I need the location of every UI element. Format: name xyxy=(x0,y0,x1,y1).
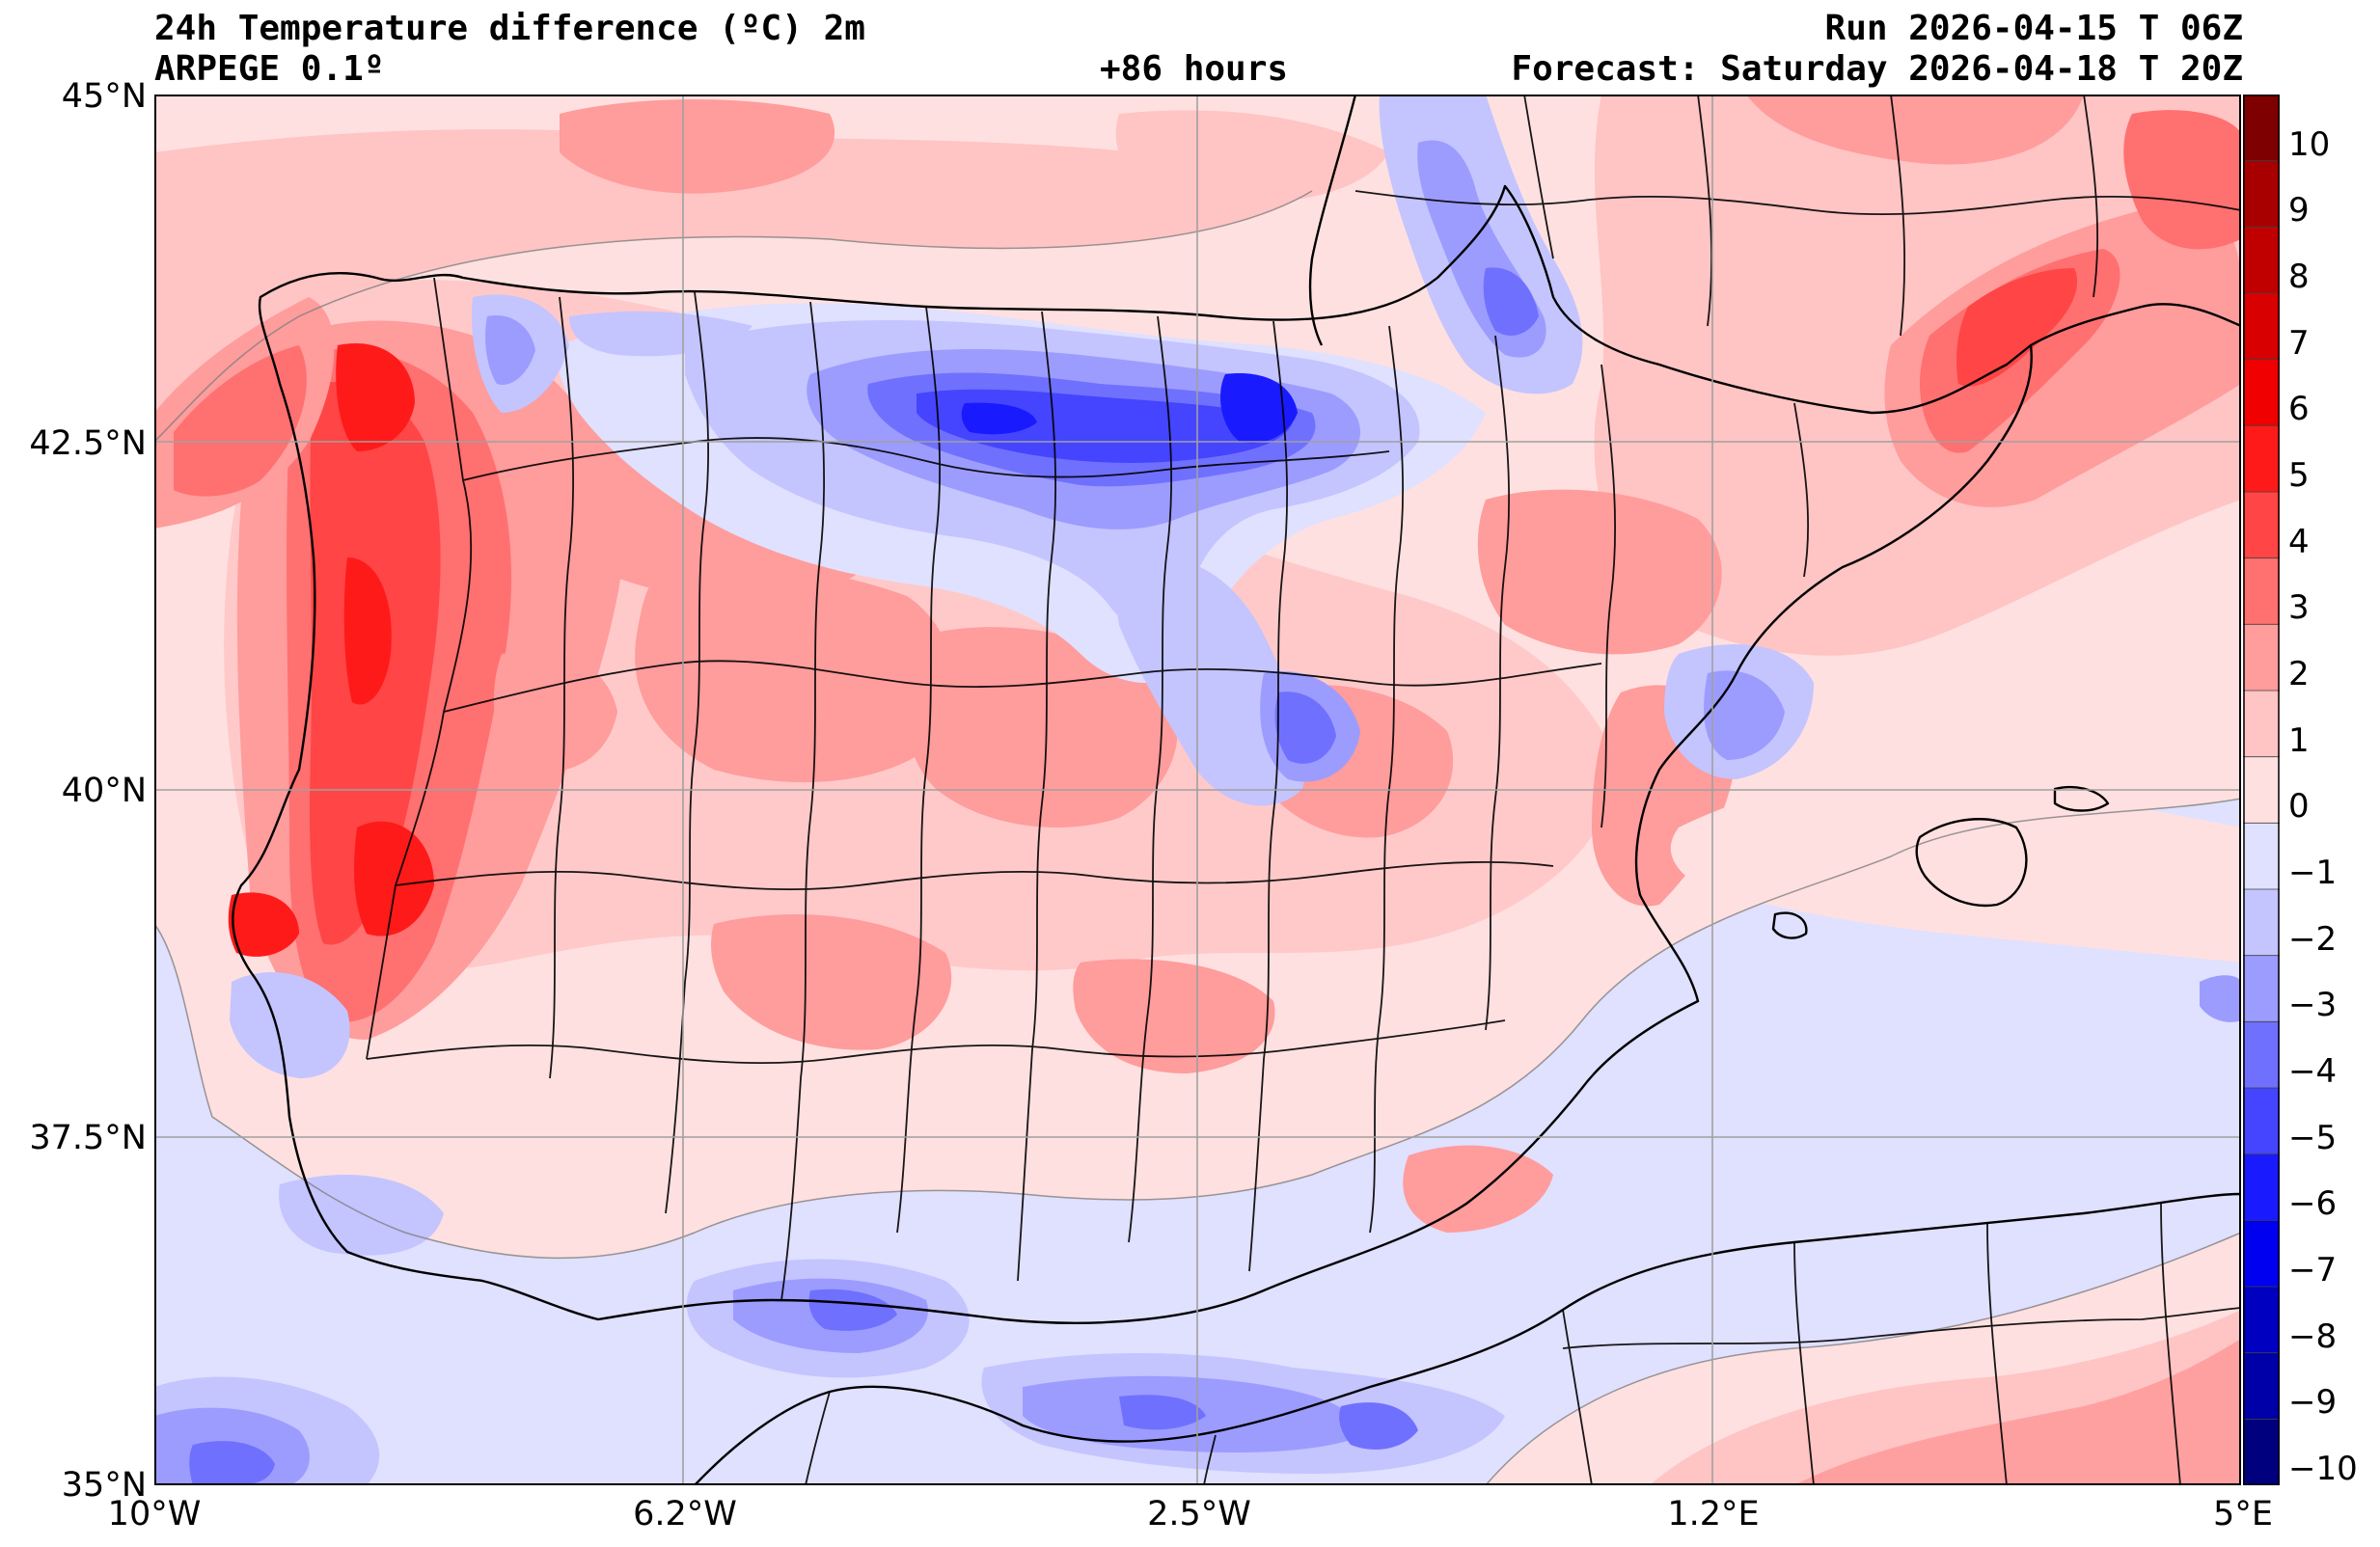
lon-label-5e: 5°E xyxy=(2213,1495,2273,1533)
lat-label-37-5n: 37.5°N xyxy=(29,1119,147,1157)
colorbar-cell xyxy=(2243,1088,2280,1155)
lead-time: +86 hours xyxy=(1100,49,1289,89)
lon-label-2-5w: 2.5°W xyxy=(1147,1495,1251,1533)
graticule xyxy=(154,95,2241,1485)
colorbar-cell xyxy=(2243,1352,2280,1420)
run-time: Run 2026-04-15 T 06Z xyxy=(1824,9,2243,48)
colorbar-tick-label: 10 xyxy=(2288,124,2331,164)
lon-label-1-2e: 1.2°E xyxy=(1667,1495,1760,1533)
colorbar-cell xyxy=(2243,95,2280,162)
mallorca xyxy=(1915,818,2028,908)
colorbar-tick-label: −3 xyxy=(2288,986,2338,1025)
colorbar-tick-label: 8 xyxy=(2288,257,2310,296)
colorbar-cell xyxy=(2243,425,2280,493)
north-africa-coastline xyxy=(694,1192,2241,1485)
colorbar-cell xyxy=(2243,624,2280,692)
lat-label-35n: 35°N xyxy=(61,1466,147,1505)
colorbar-cell xyxy=(2243,1419,2280,1485)
colorbar-cell xyxy=(2243,823,2280,890)
colorbar-cell xyxy=(2243,293,2280,361)
colorbar-tick-label: −9 xyxy=(2288,1383,2338,1423)
temperature-anomaly-map xyxy=(154,95,2241,1485)
lat-label-42-5n: 42.5°N xyxy=(29,424,147,463)
colorbar-cell xyxy=(2243,160,2280,228)
colorbar-cell xyxy=(2243,227,2280,294)
colorbar-cell xyxy=(2243,955,2280,1022)
colorbar-tick-label: 1 xyxy=(2288,720,2310,760)
colorbar-cell xyxy=(2243,1220,2280,1288)
colorbar-cell xyxy=(2243,1287,2280,1354)
model-name: ARPEGE 0.1º xyxy=(154,49,385,89)
colorbar-cell xyxy=(2243,889,2280,957)
lon-label-6-2w: 6.2°W xyxy=(633,1495,737,1533)
colorbar-tick-label: −6 xyxy=(2288,1184,2338,1224)
colorbar-cell xyxy=(2243,492,2280,559)
colorbar-cell xyxy=(2243,1153,2280,1221)
iberia-coastline xyxy=(232,184,2033,1324)
colorbar-cell xyxy=(2243,756,2280,824)
colorbar-cell xyxy=(2243,691,2280,758)
colorbar-tick-label: 2 xyxy=(2288,654,2310,693)
colorbar-cell xyxy=(2243,359,2280,426)
colorbar-tick-label: −2 xyxy=(2288,919,2338,959)
colorbar-tick-label: −1 xyxy=(2288,853,2338,892)
colorbar-tick-label: −8 xyxy=(2288,1316,2338,1356)
colorbar-tick-label: 0 xyxy=(2288,787,2310,827)
colorbar-tick-label: −5 xyxy=(2288,1118,2338,1157)
map-frame xyxy=(154,95,2241,1485)
map-title: 24h Temperature difference (ºC) 2m xyxy=(154,9,865,48)
colorbar-cell xyxy=(2243,1021,2280,1089)
forecast-time: Forecast: Saturday 2026-04-18 T 20Z xyxy=(1511,49,2243,89)
colorbar-tick-label: 6 xyxy=(2288,390,2310,429)
ibiza xyxy=(1771,911,1808,939)
colorbar-tick-label: −7 xyxy=(2288,1250,2338,1289)
colorbar-tick-label: 7 xyxy=(2288,323,2310,363)
menorca xyxy=(2053,785,2110,812)
colorbar-tick-label: −10 xyxy=(2288,1449,2358,1488)
lon-label-10w: 10°W xyxy=(107,1495,202,1533)
colorbar-tick-label: 3 xyxy=(2288,588,2310,628)
colorbar-tick-label: 4 xyxy=(2288,522,2310,561)
lat-label-40n: 40°N xyxy=(61,772,147,810)
colorbar-tick-label: 9 xyxy=(2288,191,2310,231)
colorbar-tick-label: 5 xyxy=(2288,455,2310,495)
colorbar xyxy=(2243,95,2280,1485)
lat-label-45n: 45°N xyxy=(61,77,147,116)
colorbar-cell xyxy=(2243,557,2280,625)
colorbar-tick-label: −4 xyxy=(2288,1051,2338,1091)
